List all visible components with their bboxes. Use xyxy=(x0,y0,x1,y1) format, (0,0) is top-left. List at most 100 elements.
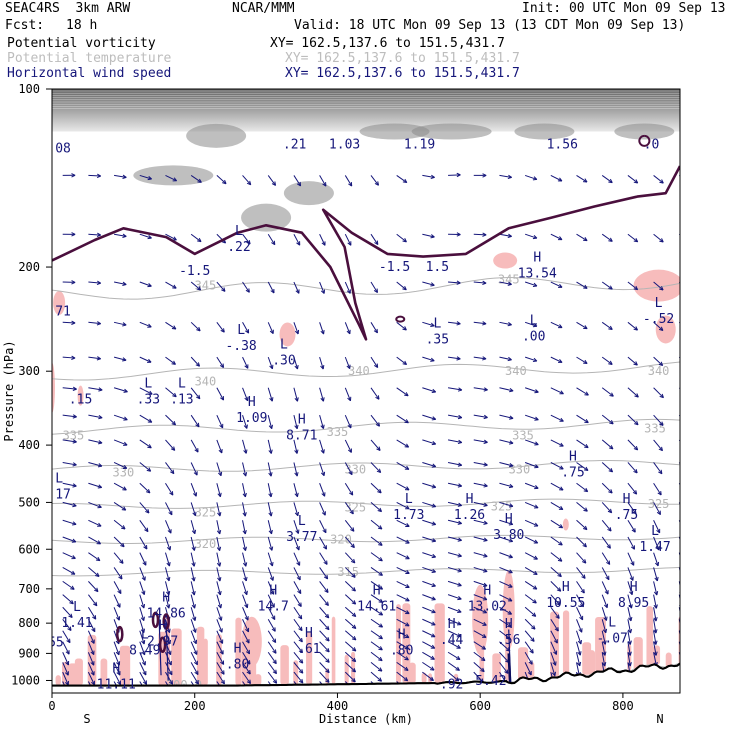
wind-vector xyxy=(267,630,277,643)
theta-label: 345 xyxy=(498,273,520,287)
wind-arrowhead xyxy=(218,448,223,454)
wind-arrowhead xyxy=(552,661,557,666)
wind-vector xyxy=(653,462,663,475)
wind-arrowhead xyxy=(529,649,534,654)
wind-arrowhead xyxy=(90,671,95,676)
wind-vector xyxy=(62,580,75,590)
wind-vector xyxy=(550,321,563,329)
wind-arrowhead xyxy=(96,321,101,326)
extremum-marker: L xyxy=(651,524,659,539)
wind-arrowhead xyxy=(431,521,437,526)
wind-arrowhead xyxy=(350,527,355,532)
wind-arrowhead xyxy=(374,240,379,245)
wind-vector xyxy=(216,630,224,644)
extremum-value: .21 xyxy=(283,137,306,152)
wind-arrowhead xyxy=(220,670,225,675)
wind-arrowhead xyxy=(325,625,330,631)
updraft-vector xyxy=(165,623,169,681)
wind-vector xyxy=(293,606,303,620)
wind-vector xyxy=(447,482,462,487)
wind-arrowhead xyxy=(507,597,513,602)
wind-arrowhead xyxy=(482,321,487,326)
wind-arrowhead xyxy=(320,449,325,454)
wind-vector xyxy=(344,618,357,629)
wind-vector xyxy=(447,387,462,391)
wind-arrowhead xyxy=(69,599,74,605)
wind-arrowhead xyxy=(96,356,101,361)
wind-vector xyxy=(576,356,588,364)
wind-arrowhead xyxy=(296,181,302,187)
wind-vector xyxy=(653,387,664,399)
wind-arrowhead xyxy=(147,283,152,288)
wind-vector xyxy=(601,321,613,330)
wind-arrowhead xyxy=(320,397,325,402)
wind-arrowhead xyxy=(653,591,659,596)
pv-patch xyxy=(196,626,205,686)
wind-vector xyxy=(447,661,460,671)
wind-vector xyxy=(576,594,584,608)
wind-arrowhead xyxy=(72,521,77,526)
wind-vector xyxy=(88,581,99,592)
wind-arrowhead xyxy=(508,521,514,526)
wind-vector xyxy=(267,502,272,517)
wind-arrowhead xyxy=(457,568,462,573)
wind-arrowhead xyxy=(430,357,435,362)
wind-vector xyxy=(344,606,357,617)
wind-vector xyxy=(242,356,249,369)
wind-vector xyxy=(267,175,276,186)
wind-vector xyxy=(396,651,409,661)
wind-vector xyxy=(473,387,488,391)
wind-vector xyxy=(267,439,272,454)
wind-arrowhead xyxy=(557,236,563,241)
wind-vector xyxy=(319,641,330,653)
wind-vector xyxy=(473,281,487,284)
wind-arrowhead xyxy=(559,390,564,395)
wind-arrowhead xyxy=(346,364,351,370)
wind-vector xyxy=(293,415,298,429)
wind-vector xyxy=(576,321,588,330)
wind-vector xyxy=(653,281,664,291)
extremum-marker: L xyxy=(55,472,63,487)
wind-vector xyxy=(499,281,512,285)
wind-arrowhead xyxy=(602,651,607,656)
wind-vector xyxy=(396,536,410,544)
wind-vector xyxy=(550,652,557,666)
wind-vector xyxy=(319,671,330,683)
wind-vector xyxy=(627,581,633,595)
wind-arrowhead xyxy=(555,614,560,619)
wind-arrowhead xyxy=(140,603,146,609)
wind-vector xyxy=(88,567,100,577)
y-tick-label: 300 xyxy=(18,364,40,378)
wind-vector xyxy=(550,630,558,644)
extremum-value: 1.56 xyxy=(547,137,578,152)
wind-vector xyxy=(627,233,639,243)
wind-vector xyxy=(601,462,613,473)
wind-vector xyxy=(113,482,127,491)
wind-arrowhead xyxy=(270,603,275,608)
wind-vector xyxy=(267,322,274,334)
wind-arrowhead xyxy=(217,577,222,582)
wind-vector xyxy=(422,552,436,558)
wind-vector xyxy=(447,501,462,506)
wind-arrowhead xyxy=(656,510,661,516)
wind-vector xyxy=(165,174,177,182)
wind-vector xyxy=(550,641,557,655)
wind-arrowhead xyxy=(96,232,102,238)
wind-arrowhead xyxy=(507,281,512,286)
wind-arrowhead xyxy=(71,232,76,237)
wind-arrowhead xyxy=(297,602,302,607)
wind-arrowhead xyxy=(603,616,608,621)
wind-vector xyxy=(319,462,325,476)
wind-arrowhead xyxy=(583,325,588,330)
wind-vector xyxy=(653,630,657,645)
wind-vector xyxy=(550,581,562,592)
wind-vector xyxy=(319,415,324,429)
pv-patch xyxy=(550,611,559,679)
wind-arrowhead xyxy=(272,669,277,675)
wind-arrowhead xyxy=(633,179,639,184)
wind-arrowhead xyxy=(558,524,564,529)
wind-arrowhead xyxy=(482,356,487,361)
extremum-marker: L xyxy=(178,377,186,392)
wind-arrowhead xyxy=(430,174,435,180)
wind-vector xyxy=(627,281,638,291)
